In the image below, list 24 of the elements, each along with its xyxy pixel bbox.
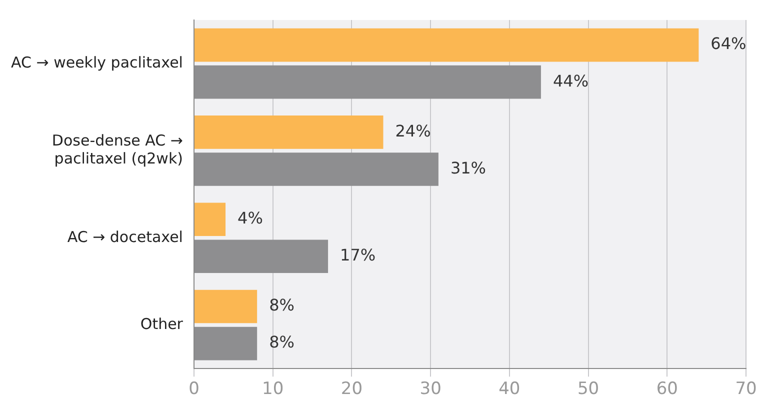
y-tick-label: Other [140, 314, 184, 333]
bar [194, 116, 384, 149]
x-tick-label: 60 [656, 379, 678, 400]
bar [194, 290, 258, 324]
bar [194, 28, 699, 62]
data-label: 8% [269, 296, 294, 315]
y-tick-label: AC → weekly paclitaxel [10, 53, 183, 72]
x-tick-label: 0 [188, 379, 200, 400]
x-tick-label: 70 [735, 379, 757, 400]
x-tick-label: 30 [420, 379, 442, 400]
x-tick-label: 40 [498, 379, 520, 400]
data-label: 17% [340, 246, 376, 265]
data-label: 24% [395, 121, 431, 140]
data-label: 31% [450, 158, 486, 178]
data-label: 4% [238, 208, 263, 228]
x-tick-label: 50 [577, 379, 600, 400]
bar [194, 202, 226, 236]
x-tick-label: 10 [262, 379, 284, 400]
y-tick-label: AC → docetaxel [67, 228, 183, 246]
data-label: 64% [710, 34, 746, 54]
data-label: 44% [552, 71, 589, 90]
data-label: 8% [269, 332, 294, 352]
y-tick-label: Dose-dense AC → paclitaxel (q2wk) [52, 132, 183, 168]
x-tick-label: 20 [340, 379, 363, 400]
